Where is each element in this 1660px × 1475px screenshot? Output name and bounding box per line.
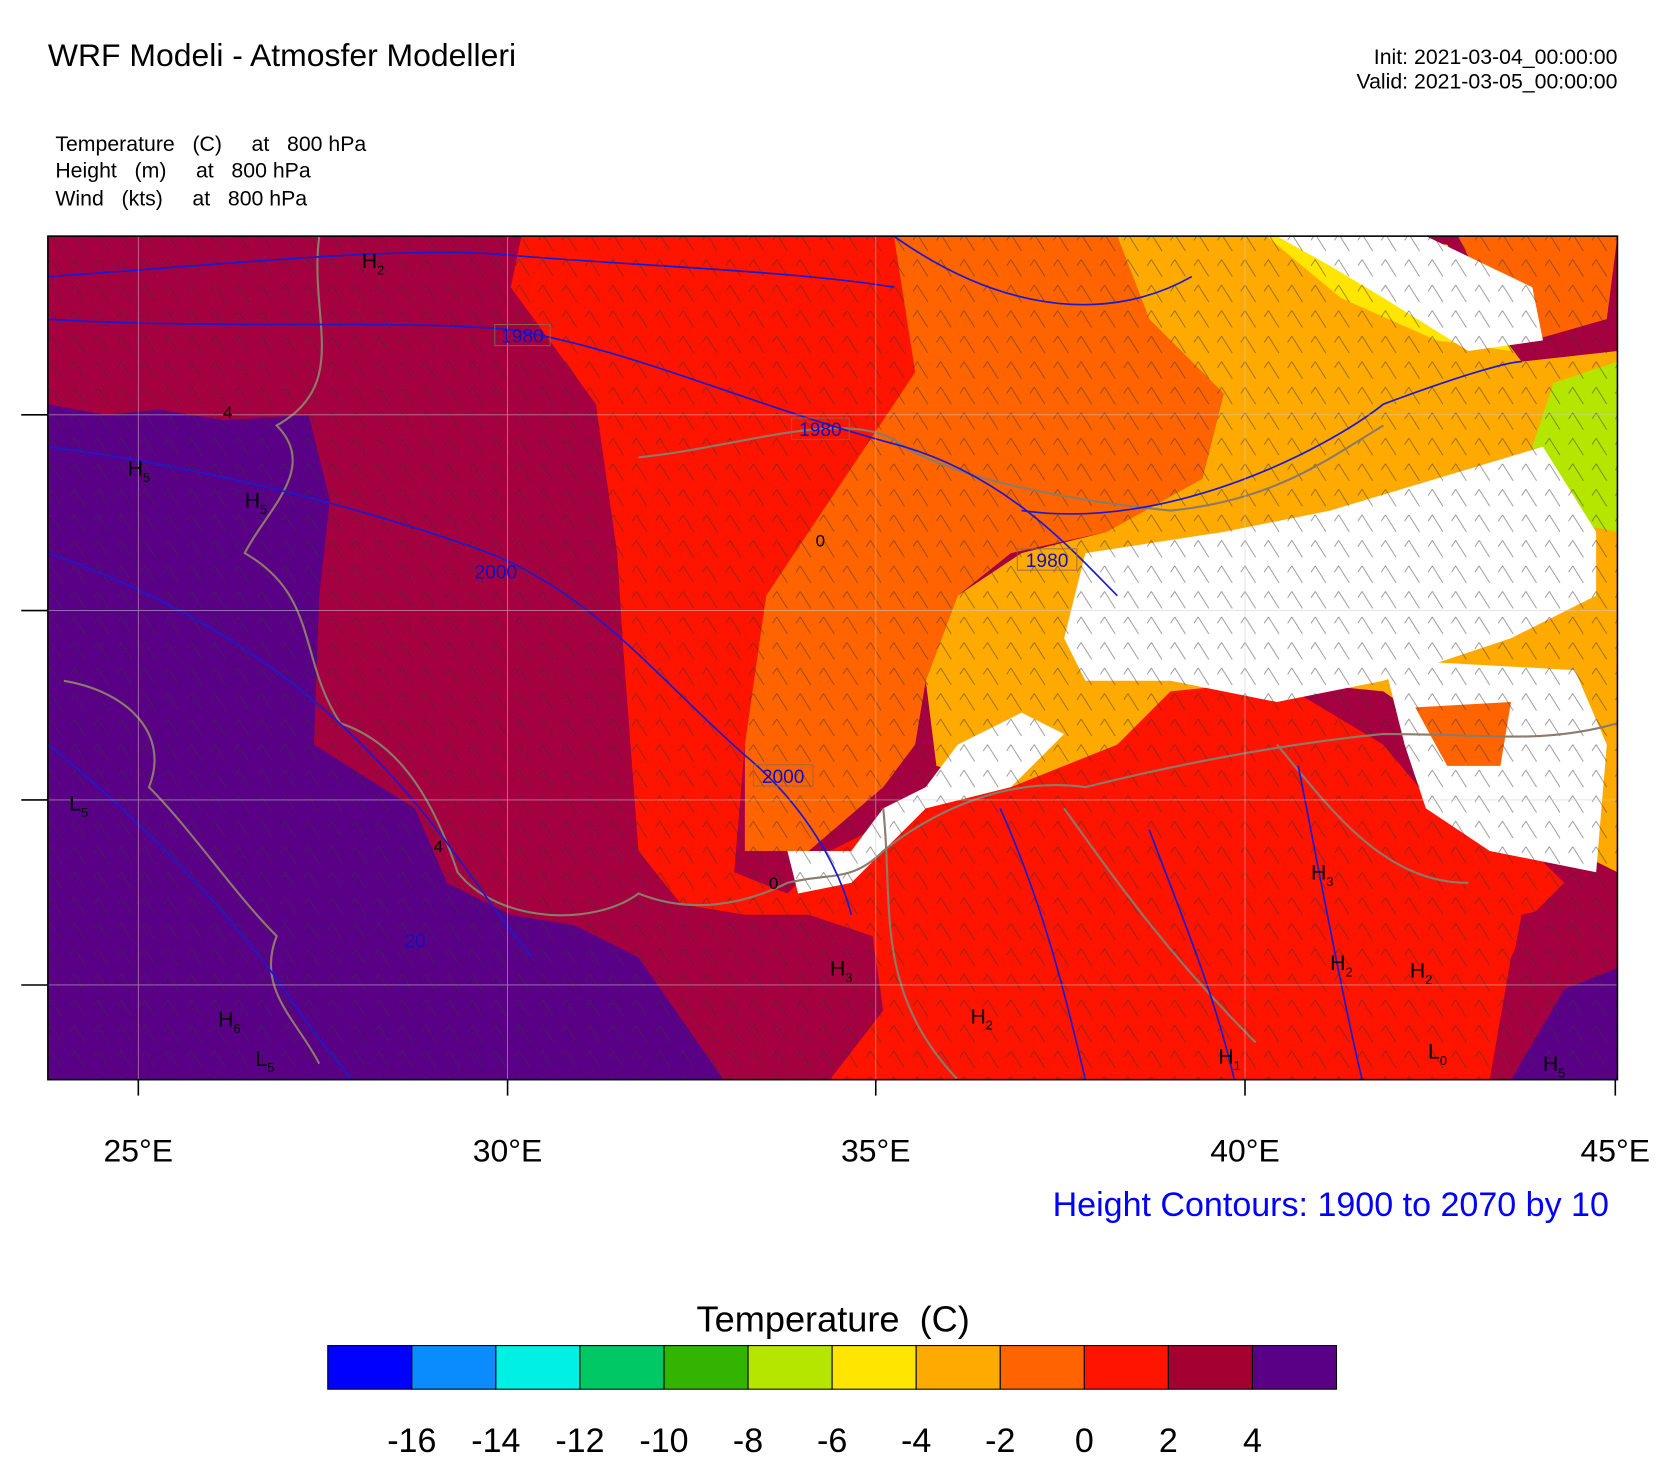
pressure-center: H5	[1543, 1052, 1565, 1080]
colorbar-label: -8	[733, 1422, 763, 1460]
x-tick-label: 25°E	[104, 1133, 174, 1169]
center-index: 5	[1558, 1066, 1565, 1081]
center-index: 0	[1440, 1053, 1447, 1068]
colorbar-box	[327, 1345, 413, 1390]
temperature-label: 4	[434, 837, 443, 856]
temperature-label: 0	[816, 532, 825, 551]
center-letter: L	[255, 1047, 267, 1071]
center-index: 1	[1234, 1058, 1241, 1073]
pressure-center: H3	[830, 956, 852, 984]
colorbar-box	[579, 1345, 665, 1390]
x-tick-label: 40°E	[1210, 1133, 1280, 1169]
pressure-center: H5	[128, 456, 150, 484]
field-label: Temperature (C) at 800 hPa	[55, 132, 366, 156]
center-letter: L	[1428, 1039, 1440, 1063]
height-label: 1980	[1026, 551, 1069, 572]
colorbar-label: 4	[1243, 1422, 1262, 1460]
colorbar-label: -6	[817, 1422, 847, 1460]
center-letter: H	[218, 1007, 233, 1031]
x-tick-label: 30°E	[473, 1133, 543, 1169]
pressure-center: L0	[1428, 1039, 1447, 1067]
field-label: Height (m) at 800 hPa	[55, 159, 311, 183]
colorbar-box	[663, 1345, 749, 1390]
x-tick-label: 35°E	[841, 1133, 911, 1169]
pressure-center: H2	[362, 249, 384, 277]
colorbar-label: -14	[471, 1422, 520, 1460]
height-label: 1980	[799, 420, 842, 441]
colorbar-box	[999, 1345, 1085, 1390]
colorbar-box	[1083, 1345, 1169, 1390]
center-letter: H	[128, 456, 143, 480]
center-letter: H	[830, 956, 845, 980]
pressure-center: H6	[218, 1007, 240, 1035]
temperature-labels: 4 4 0 0	[223, 403, 825, 893]
x-tick-label: 45°E	[1581, 1133, 1651, 1169]
center-letter: H	[245, 488, 260, 512]
colorbar-box	[495, 1345, 581, 1390]
colorbar-label: -12	[555, 1422, 604, 1460]
center-index: 2	[377, 262, 384, 277]
colorbar-title: Temperature (C)	[697, 1299, 970, 1340]
init-time: Init: 2021-03-04_00:00:00	[1374, 45, 1618, 69]
height-label: 1980	[501, 327, 544, 348]
height-label: 2000	[475, 563, 518, 584]
center-letter: H	[1543, 1052, 1558, 1076]
center-letter: H	[362, 249, 377, 273]
colorbar-box	[1167, 1345, 1253, 1390]
colorbar-box	[411, 1345, 497, 1390]
center-index: 3	[845, 970, 852, 985]
pressure-center: H1	[1218, 1045, 1240, 1073]
center-index: 6	[234, 1021, 241, 1036]
center-index: 2	[1425, 972, 1432, 987]
colorbar-box	[831, 1345, 917, 1390]
contour-note: Height Contours: 1900 to 2070 by 10	[1053, 1186, 1609, 1224]
center-letter: H	[1311, 861, 1326, 885]
colorbar-label: -2	[985, 1422, 1015, 1460]
field-label: Wind (kts) at 800 hPa	[55, 186, 307, 210]
colorbar-label: -16	[387, 1422, 436, 1460]
colorbar-box	[747, 1345, 833, 1390]
title: WRF Modeli - Atmosfer Modelleri	[48, 37, 516, 73]
center-index: 5	[267, 1060, 274, 1075]
pressure-center: L5	[69, 792, 88, 820]
pressure-center: H2	[970, 1004, 992, 1032]
center-index: 5	[81, 805, 88, 820]
center-index: 2	[986, 1018, 993, 1033]
center-index: 5	[260, 502, 267, 517]
pressure-center: L5	[255, 1047, 274, 1075]
colorbar-label: -4	[901, 1422, 931, 1460]
center-letter: L	[69, 792, 81, 816]
colorbar-label: 2	[1159, 1422, 1178, 1460]
center-index: 2	[1345, 964, 1352, 979]
pressure-center: H2	[1410, 959, 1432, 987]
center-letter: H	[1218, 1045, 1233, 1069]
colorbar-box	[915, 1345, 1001, 1390]
height-labels: 1980 1980 1980 2000 2000 20	[404, 324, 1078, 953]
temperature-label: 0	[769, 874, 778, 893]
pressure-center: H2	[1330, 951, 1352, 979]
colorbar: -16 -14 -12 -10 -8 -6 -4 -2 0 2 4	[327, 1345, 1338, 1460]
temperature-label: 4	[223, 403, 232, 422]
center-letter: H	[1410, 959, 1425, 983]
height-label: 2000	[762, 767, 805, 788]
colorbar-box	[1251, 1345, 1338, 1390]
height-label: 20	[404, 932, 425, 953]
colorbar-label: -10	[639, 1422, 688, 1460]
center-letter: H	[970, 1004, 985, 1028]
map-frame	[47, 235, 1619, 1081]
center-index: 5	[143, 470, 150, 485]
temperature-field	[47, 236, 1618, 1080]
pressure-center: H5	[245, 488, 267, 516]
center-index: 3	[1326, 874, 1333, 889]
center-letter: H	[1330, 951, 1345, 975]
valid-time: Valid: 2021-03-05_00:00:00	[1356, 69, 1617, 93]
pressure-center: H3	[1311, 861, 1333, 889]
colorbar-label: 0	[1075, 1422, 1094, 1460]
